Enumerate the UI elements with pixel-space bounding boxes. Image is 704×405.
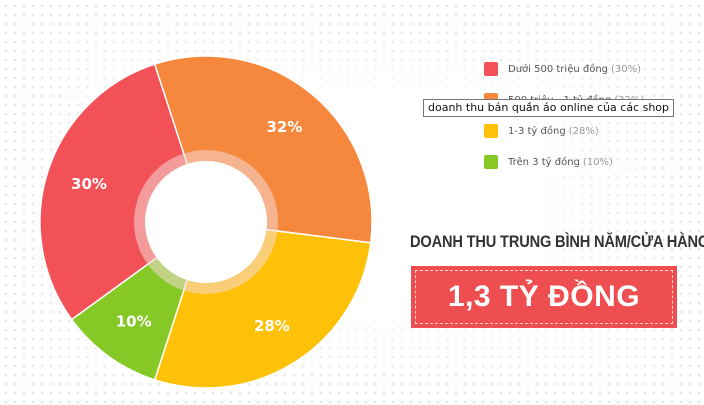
legend-item-1b-3b: 1-3 tỷ đồng (28%) [484, 122, 599, 140]
donut-hole [145, 161, 267, 283]
summary-value-box: 1,3 TỶ ĐỒNG [411, 266, 677, 328]
legend-item-under-500m: Dưới 500 triệu đồng (30%) [484, 60, 641, 78]
legend-item-over-3b: Trên 3 tỷ đồng (10%) [484, 153, 613, 171]
legend-label: Trên 3 tỷ đồng [508, 156, 580, 168]
legend-label: 1-3 tỷ đồng [508, 125, 566, 137]
legend-percent: (28%) [568, 125, 599, 137]
slice-label: 28% [254, 317, 290, 335]
summary-title: DOANH THU TRUNG BÌNH NĂM/CỬA HÀNG [410, 232, 704, 251]
legend-label: Dưới 500 triệu đồng [508, 63, 609, 75]
image-tooltip: doanh thu bán quần áo online của các sho… [423, 99, 675, 117]
slice-label: 10% [116, 313, 152, 331]
slice-label: 30% [71, 175, 107, 193]
legend-swatch [484, 124, 498, 138]
slice-under-500m [39, 63, 207, 321]
summary-value: 1,3 TỶ ĐỒNG [447, 280, 641, 313]
slice-label: 32% [266, 118, 302, 136]
legend-swatch [484, 62, 498, 76]
legend-swatch [484, 155, 498, 169]
legend-percent: (30%) [611, 63, 642, 75]
legend-percent: (10%) [582, 156, 613, 168]
